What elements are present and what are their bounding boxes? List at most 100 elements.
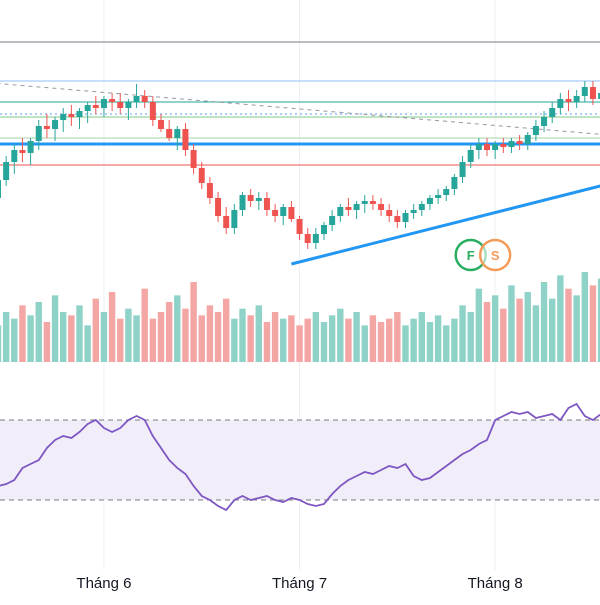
candle-body — [532, 126, 539, 135]
volume-bar — [223, 298, 230, 362]
volume-bar — [328, 315, 336, 362]
volume-bar — [573, 295, 580, 362]
candle-body — [386, 210, 393, 216]
volume-bar — [68, 315, 75, 362]
volume-bar — [353, 312, 360, 362]
candle-body — [484, 144, 490, 150]
candle-body — [508, 141, 515, 147]
candle-body — [296, 219, 303, 234]
volume-bar — [589, 285, 597, 362]
volume-bar — [165, 302, 173, 362]
candle-body — [35, 126, 42, 141]
volume-bar — [532, 305, 540, 362]
candle-body — [0, 180, 1, 198]
candle-body — [402, 213, 409, 222]
volume-bar — [280, 318, 287, 362]
candle-body — [223, 216, 230, 228]
candle-body — [410, 210, 417, 213]
volume-bar — [271, 312, 279, 362]
event-marker-label: F — [467, 248, 475, 263]
volume-bar — [410, 318, 417, 362]
candle-body — [125, 102, 132, 108]
rsi-band-fill — [0, 420, 600, 500]
volume-bar — [214, 312, 222, 362]
candle-body — [345, 207, 352, 210]
candle-body — [190, 150, 197, 168]
volume-bar — [198, 315, 205, 362]
candle-body — [272, 210, 279, 216]
candle-body — [117, 102, 124, 108]
rsi-line — [0, 402, 600, 512]
x-tick-label: Tháng 6 — [76, 575, 131, 592]
volume-bar — [451, 318, 458, 362]
volume-bar — [117, 318, 124, 362]
volume-bar — [418, 312, 425, 362]
volume-bar — [386, 318, 393, 362]
candle-body — [231, 210, 238, 228]
candle-body — [321, 225, 327, 234]
candle-body — [182, 129, 189, 150]
trendlines — [0, 83, 600, 266]
candle-body — [304, 234, 311, 243]
volume-bar — [581, 272, 588, 362]
volume-bar — [190, 282, 197, 362]
volume-bar — [263, 322, 271, 362]
candle-body — [557, 99, 564, 108]
volume-bar — [174, 295, 181, 362]
candle-body — [443, 189, 450, 195]
volume-bar — [108, 292, 116, 362]
volume-bar — [0, 325, 2, 362]
candle-body — [475, 144, 482, 150]
candle-body — [589, 87, 596, 99]
volume-bars — [0, 272, 600, 362]
candle-body — [68, 114, 75, 117]
volume-bar — [76, 305, 83, 362]
candle-body — [141, 96, 148, 102]
candle-body — [92, 105, 99, 108]
volume-bar — [149, 318, 157, 362]
candle-body — [166, 129, 173, 138]
volume-bar — [296, 325, 303, 362]
candle-body — [329, 216, 336, 225]
volume-bar — [540, 282, 548, 362]
horizontal-levels — [0, 41, 600, 166]
volume-bar — [337, 308, 344, 362]
volume-bar — [516, 298, 523, 362]
candle-body — [418, 204, 425, 210]
candle-body — [467, 150, 474, 162]
candle-body — [206, 183, 213, 198]
candle-body — [549, 108, 556, 117]
volume-bar — [231, 318, 238, 362]
candle-body — [492, 144, 499, 150]
x-tick-label: Tháng 7 — [272, 575, 327, 592]
candle-body — [312, 234, 319, 243]
volume-bar — [426, 322, 434, 362]
candle-body — [353, 204, 360, 210]
volume-bar — [500, 308, 507, 362]
candle-body — [378, 204, 385, 210]
candle-body — [174, 129, 181, 138]
candle-body — [60, 114, 67, 120]
candle-body — [247, 195, 254, 201]
candle-body — [255, 198, 262, 201]
candle-body — [459, 162, 466, 177]
volume-bar — [524, 292, 531, 362]
volume-bar — [11, 318, 18, 362]
trendline — [0, 83, 600, 135]
volume-bar — [60, 312, 67, 362]
candle-body — [84, 105, 91, 111]
x-tick-label: Tháng 8 — [468, 575, 523, 592]
volume-bar — [125, 308, 132, 362]
volume-bar — [549, 298, 556, 362]
volume-bar — [35, 302, 42, 362]
volume-bar — [443, 325, 450, 362]
candle-body — [394, 216, 401, 222]
event-marker-circle — [478, 238, 512, 272]
candles — [0, 81, 600, 249]
candle-body — [280, 207, 287, 216]
candle-body — [369, 201, 376, 204]
volume-bar — [84, 325, 91, 362]
